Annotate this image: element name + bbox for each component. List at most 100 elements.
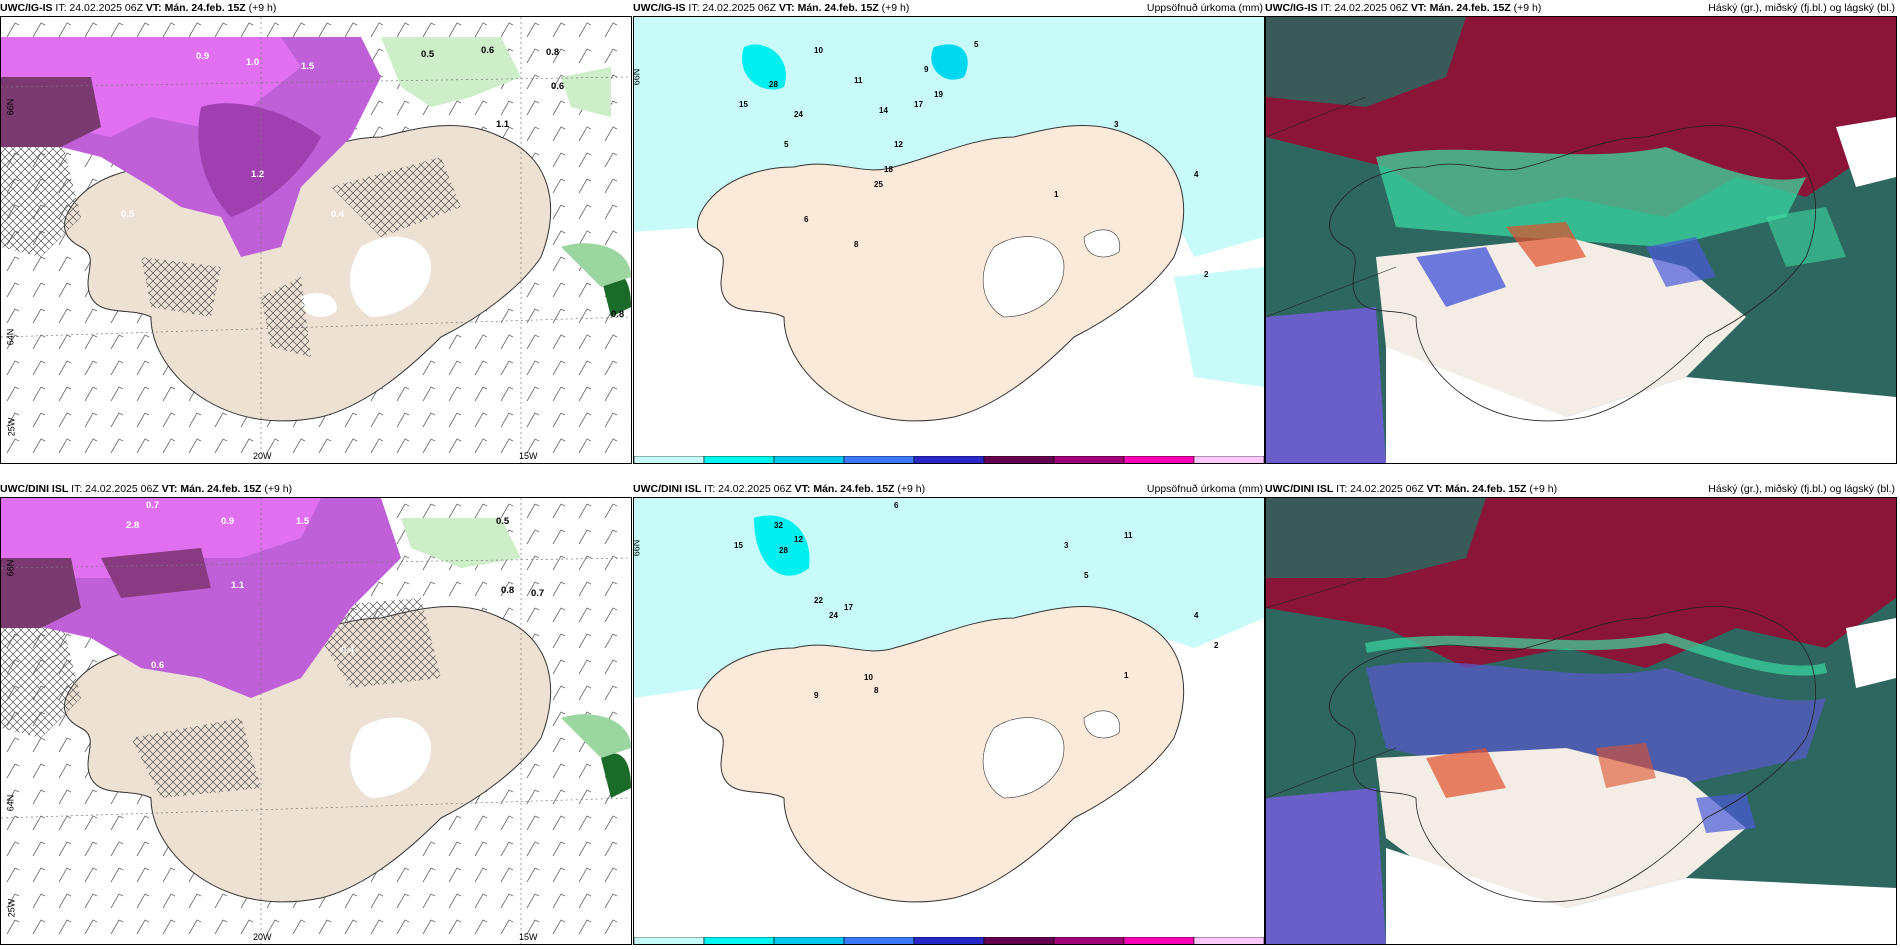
precip-map-canvas: 6 12 32 15 28 22 24 17 10 8 5 3 4 2 1 11… (634, 498, 1264, 944)
wind-map[interactable]: 0.5 0.6 0.8 0.6 1.0 1.5 1.1 0.8 0.9 1.2 … (0, 16, 632, 464)
wind-value-label: 1.0 (246, 57, 259, 68)
wind-map-canvas: 0.7 0.9 1.5 0.5 0.8 0.7 2.8 1.1 0.4 0.6 (1, 498, 631, 944)
precip-value-label: 1 (1124, 671, 1129, 680)
colorbar-swatch (773, 456, 845, 463)
precip-value-label: 25 (874, 180, 883, 189)
colorbar-swatch (843, 937, 915, 944)
init-time: IT: 24.02.2025 06Z (1320, 2, 1408, 14)
precip-value-label: 4 (1194, 611, 1199, 620)
precip-value-label: 32 (774, 521, 783, 530)
colorbar-swatch (703, 456, 775, 463)
cloud-panel-top: UWC/IG-IS IT: 24.02.2025 06Z VT: Mán. 24… (1265, 0, 1897, 464)
valid-time: Mán. 24.feb. 15Z (797, 2, 879, 14)
lead-time: (+9 h) (248, 2, 277, 14)
precip-map[interactable]: 10 5 9 11 14 28 15 24 17 19 18 25 12 3 4… (633, 16, 1265, 464)
wind-panel-top: UWC/IG-IS IT: 24.02.2025 06Z VT: Mán. 24… (0, 0, 632, 464)
colorbar-swatch (843, 456, 915, 463)
wind-value-label: 2.8 (126, 520, 139, 531)
precip-value-label: 24 (829, 611, 838, 620)
colorbar-swatch (1193, 937, 1264, 944)
lat-label: 66N (5, 98, 16, 116)
colorbar-swatch (1053, 456, 1125, 463)
precip-title: Uppsöfnuð úrkoma (mm) (1146, 2, 1263, 14)
wind-value-label: 0.4 (331, 209, 345, 220)
wind-value-label: 0.5 (121, 209, 135, 220)
colorbar-swatch (913, 456, 985, 463)
lat-label: 64N (5, 328, 16, 346)
precip-value-label: 9 (814, 691, 819, 700)
lon-label: 20W (253, 932, 272, 942)
colorbar-swatch (983, 456, 1055, 463)
precip-value-label: 2 (1204, 270, 1209, 279)
valid-time: Mán. 24.feb. 15Z (1429, 2, 1511, 14)
precip-value-label: 14 (879, 106, 888, 115)
wind-value-label: 0.6 (551, 81, 564, 92)
precip-map-canvas: 10 5 9 11 14 28 15 24 17 19 18 25 12 3 4… (634, 17, 1264, 463)
wind-value-label: 0.5 (421, 49, 435, 60)
model-name: UWC/DINI ISL (0, 483, 69, 495)
wind-value-label: 0.8 (611, 309, 624, 320)
wind-value-label: 0.9 (221, 516, 234, 527)
precip-value-label: 17 (844, 603, 853, 612)
precip-value-label: 18 (884, 165, 893, 174)
valid-time: Mán. 24.feb. 15Z (1445, 483, 1527, 495)
precip-value-label: 8 (874, 686, 879, 695)
wind-value-label: 1.2 (251, 169, 264, 180)
precip-value-label: 1 (1054, 190, 1059, 199)
lat-label: 66N (633, 68, 642, 86)
cloud-map-canvas (1266, 498, 1896, 944)
lon-label: 20W (253, 451, 272, 461)
lat-label: 64N (5, 794, 16, 812)
wind-value-label: 0.5 (496, 516, 510, 527)
model-name: UWC/DINI ISL (633, 483, 702, 495)
precip-value-label: 3 (1114, 120, 1119, 129)
colorbar-swatch (1193, 456, 1264, 463)
valid-label: VT: (145, 2, 162, 14)
precip-value-label: 11 (854, 76, 863, 85)
valid-time: Mán. 24.feb. 15Z (164, 2, 246, 14)
panel-title: UWC/DINI ISL IT: 24.02.2025 06Z VT: Mán.… (1265, 481, 1897, 497)
colorbar-swatch (1053, 937, 1125, 944)
precip-title: Uppsöfnuð úrkoma (mm) (1146, 483, 1263, 495)
precip-value-label: 3 (1064, 541, 1069, 550)
precip-value-labels: 6 12 32 15 28 22 24 17 10 8 5 3 4 2 1 11… (734, 501, 1219, 700)
cloud-map[interactable] (1265, 497, 1897, 945)
precip-value-label: 24 (794, 110, 803, 119)
precip-value-label: 17 (914, 100, 923, 109)
colorbar-swatch (634, 456, 705, 463)
precip-value-label: 15 (739, 100, 748, 109)
colorbar-swatch (913, 937, 985, 944)
wind-map-canvas: 0.5 0.6 0.8 0.6 1.0 1.5 1.1 0.8 0.9 1.2 … (1, 17, 631, 463)
wind-value-label: 1.5 (301, 61, 315, 72)
init-time: IT: 24.02.2025 06Z (688, 2, 776, 14)
wind-map[interactable]: 0.7 0.9 1.5 0.5 0.8 0.7 2.8 1.1 0.4 0.6 … (0, 497, 632, 945)
model-name: UWC/IG-IS (0, 2, 53, 14)
precip-value-label: 2 (1214, 641, 1219, 650)
colorbar-swatch (773, 937, 845, 944)
precip-value-label: 11 (1124, 531, 1133, 540)
precip-value-label: 9 (924, 65, 929, 74)
precip-panel-top: UWC/IG-IS IT: 24.02.2025 06Z VT: Mán. 24… (633, 0, 1265, 464)
colorbar-swatch (983, 937, 1055, 944)
precip-value-label: 5 (1084, 571, 1089, 580)
init-time: IT: 24.02.2025 06Z (71, 483, 159, 495)
panel-title: UWC/IG-IS IT: 24.02.2025 06Z VT: Mán. 24… (633, 0, 1265, 16)
colorbar-swatch (1123, 456, 1195, 463)
precip-value-label: 5 (974, 40, 979, 49)
panel-title: UWC/DINI ISL IT: 24.02.2025 06Z VT: Mán.… (0, 481, 632, 497)
precip-value-label: 15 (734, 541, 743, 550)
precip-value-label: 12 (894, 140, 903, 149)
precip-map[interactable]: 6 12 32 15 28 22 24 17 10 8 5 3 4 2 1 11… (633, 497, 1265, 945)
wind-value-labels: 0.5 0.6 0.8 0.6 1.0 1.5 1.1 0.8 0.9 1.2 … (121, 45, 624, 320)
precip-value-label: 19 (934, 90, 943, 99)
lead-time: (+9 h) (1513, 2, 1542, 14)
cloud-map[interactable] (1265, 16, 1897, 464)
precip-value-label: 28 (779, 546, 788, 555)
lead-time: (+9 h) (1529, 483, 1558, 495)
lon-label: 15W (519, 451, 538, 461)
precip-value-label: 6 (804, 215, 809, 224)
wind-panel-bottom: UWC/DINI ISL IT: 24.02.2025 06Z VT: Mán.… (0, 481, 632, 945)
wind-value-label: 1.5 (296, 516, 310, 527)
